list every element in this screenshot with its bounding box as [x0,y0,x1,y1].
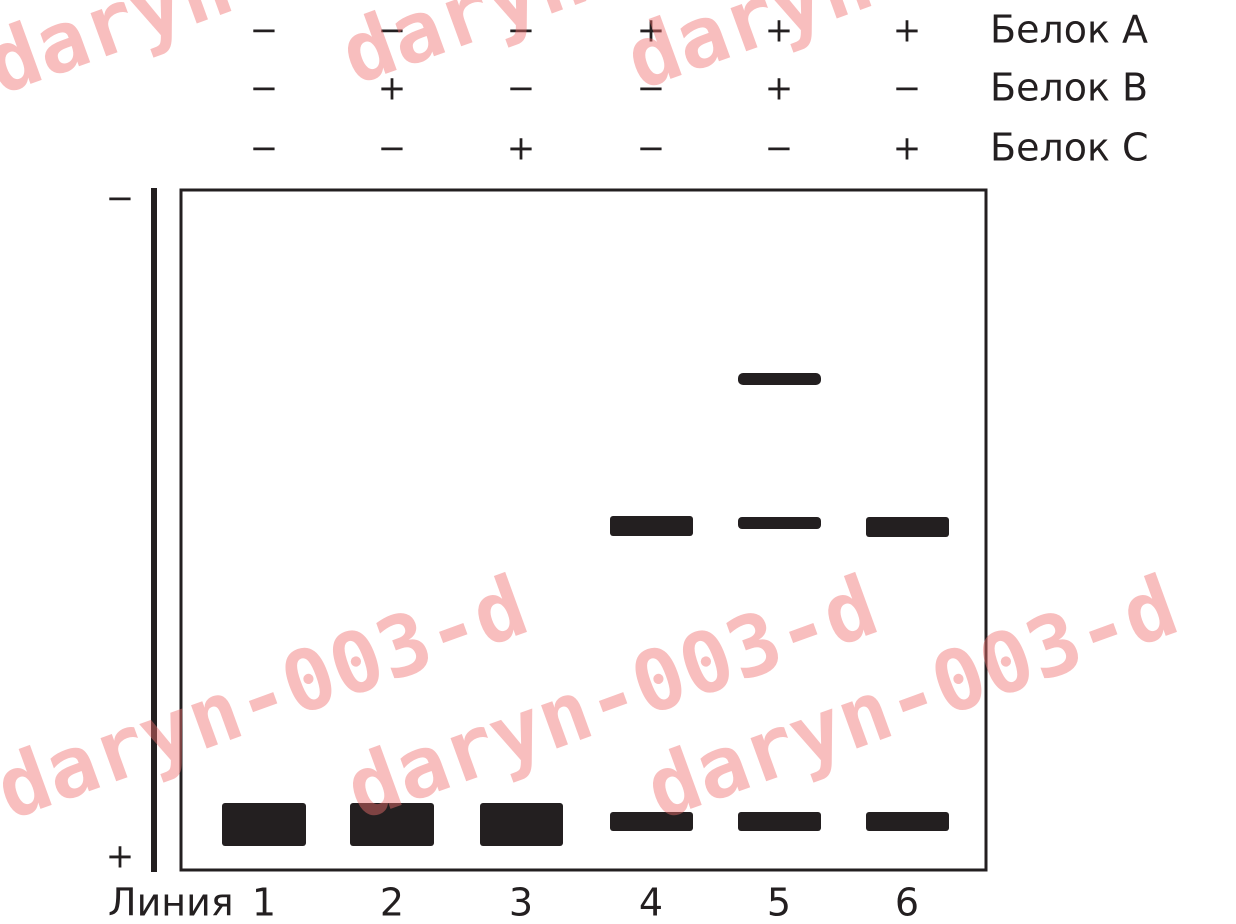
gel-diagram: − + Линия −−−+++Белок А−+−−+−Белок В−−+−… [0,0,1236,924]
band [480,803,563,846]
sign: + [507,129,536,169]
lane-number: 1 [252,881,276,924]
lane-number: 5 [767,881,791,924]
sign: + [893,129,922,169]
anode-sign: + [106,837,135,877]
lane-number: 4 [639,881,663,924]
band [866,812,949,831]
protein-label: Белок А [990,8,1148,52]
band [222,803,306,846]
band [738,373,821,385]
band [866,517,949,537]
lane-caption: Линия [108,881,234,924]
sign: − [250,129,279,169]
lane-number: 6 [895,881,919,924]
lane-number: 3 [509,881,533,924]
band [738,812,821,831]
page: − + Линия −−−+++Белок А−+−−+−Белок В−−+−… [0,0,1236,924]
protein-label: Белок С [990,126,1149,170]
sign: − [637,129,666,169]
band [738,517,821,529]
lane-number: 2 [380,881,404,924]
sign: − [507,69,536,109]
sign: + [765,69,794,109]
sign: − [765,129,794,169]
band [610,516,693,536]
sign: − [378,129,407,169]
cathode-sign: − [106,179,135,219]
gel-frame [181,190,986,870]
protein-label: Белок В [990,66,1148,110]
sign: − [250,69,279,109]
sign: − [893,69,922,109]
